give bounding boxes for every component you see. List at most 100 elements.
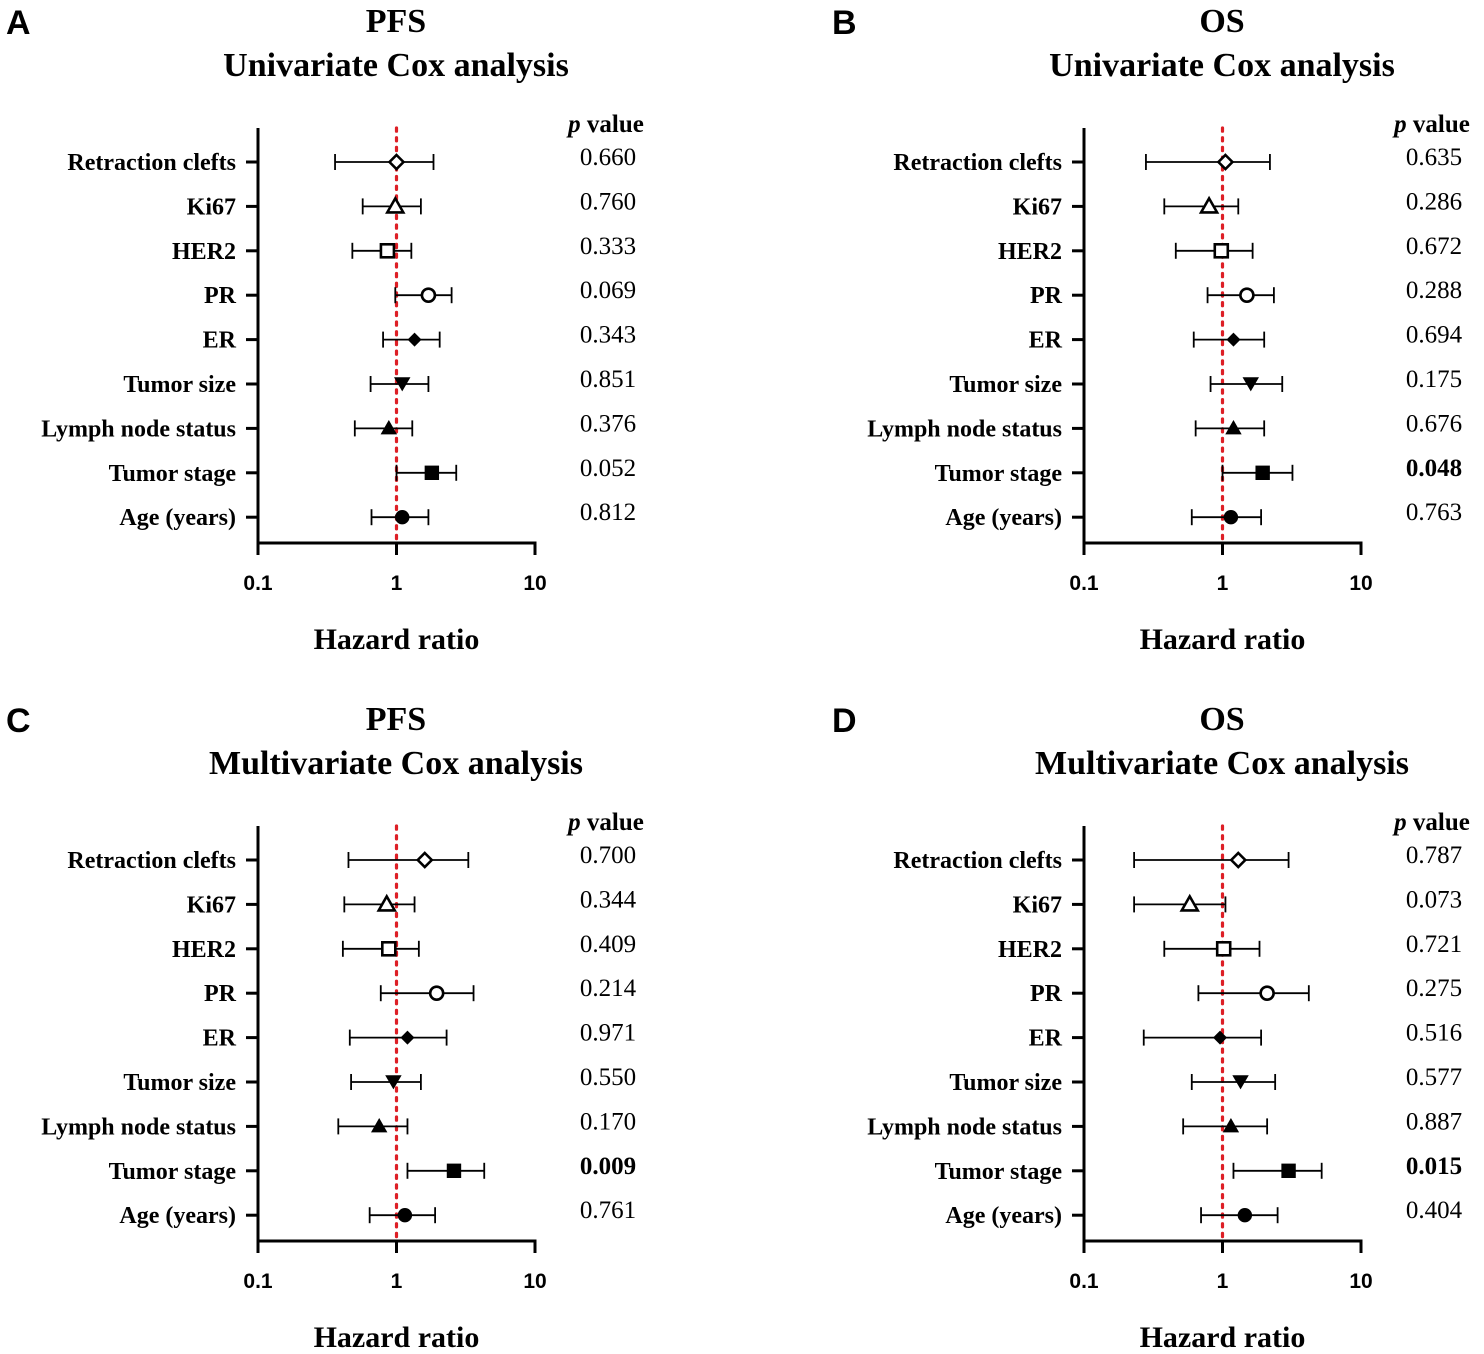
- variable-label: PR: [204, 283, 237, 309]
- square-filled-marker: [424, 465, 440, 480]
- p-value: 0.376: [580, 410, 636, 437]
- chart-subtitle: Multivariate Cox analysis: [1035, 745, 1409, 782]
- variable-label: PR: [1030, 283, 1063, 309]
- x-tick-label: 0.1: [1069, 1270, 1099, 1293]
- triangle-filled-marker: [370, 1117, 388, 1133]
- row-er: ER 0.971: [203, 1020, 636, 1052]
- row-ki67: Ki67 0.760: [187, 188, 636, 220]
- p-value: 0.672: [1406, 233, 1462, 260]
- row-age-years: Age (years) 0.763: [945, 499, 1462, 531]
- variable-label: Age (years): [119, 1203, 236, 1229]
- p-value-header: p value: [1392, 111, 1470, 138]
- row-age-years: Age (years) 0.812: [119, 499, 636, 531]
- p-value: 0.175: [1406, 366, 1462, 393]
- variable-label: Ki67: [1013, 892, 1062, 918]
- x-axis-label: Hazard ratio: [314, 623, 480, 656]
- triangle-down-filled-marker: [385, 1075, 402, 1090]
- triangle-open-marker: [1179, 893, 1200, 912]
- variable-label: Tumor size: [949, 1070, 1062, 1096]
- p-value: 0.635: [1406, 144, 1462, 171]
- circle-filled-marker: [1223, 510, 1239, 525]
- p-value: 0.676: [1406, 410, 1462, 437]
- p-value-header-rest: value: [581, 809, 644, 836]
- p-value: 0.409: [580, 931, 636, 958]
- row-ki67: Ki67 0.286: [1013, 188, 1462, 220]
- x-tick-label: 10: [1349, 572, 1372, 595]
- row-age-years: Age (years) 0.761: [119, 1197, 636, 1229]
- variable-label: Ki67: [1013, 194, 1062, 220]
- variable-label: Lymph node status: [867, 416, 1062, 442]
- diamond-open-marker: [1216, 153, 1235, 171]
- p-value-header-italic: p: [1392, 809, 1407, 836]
- row-pr: PR 0.069: [204, 277, 636, 309]
- row-tumor-size: Tumor size 0.175: [949, 366, 1462, 398]
- p-value-header: p value: [566, 111, 644, 138]
- triangle-filled-marker: [380, 419, 398, 435]
- p-value: 0.700: [580, 842, 636, 869]
- panel-a: A PFS Univariate Cox analysis p value 0.1 1 10…: [6, 3, 644, 656]
- panel-letter: C: [6, 702, 31, 740]
- circle-open-marker: [428, 985, 445, 1002]
- diamond-filled-marker: [1226, 332, 1241, 347]
- variable-label: Lymph node status: [867, 1114, 1062, 1140]
- triangle-open-marker: [385, 195, 406, 214]
- chart-subtitle: Univariate Cox analysis: [223, 47, 569, 84]
- row-pr: PR 0.214: [204, 975, 637, 1007]
- variable-label: Age (years): [945, 505, 1062, 531]
- variable-label: Lymph node status: [41, 1114, 236, 1140]
- circle-open-marker: [1239, 287, 1255, 304]
- x-tick-label: 1: [1217, 1270, 1229, 1293]
- variable-label: Retraction clefts: [893, 150, 1062, 176]
- square-open-marker: [379, 243, 396, 259]
- variable-label: Ki67: [187, 194, 236, 220]
- p-value-header-rest: value: [1407, 809, 1470, 836]
- square-open-marker: [1215, 941, 1232, 957]
- variable-label: PR: [1030, 981, 1063, 1007]
- variable-label: Lymph node status: [41, 416, 236, 442]
- variable-label: Retraction clefts: [67, 150, 236, 176]
- variable-label: PR: [204, 981, 237, 1007]
- diamond-filled-marker: [407, 332, 422, 347]
- variable-label: Age (years): [119, 505, 236, 531]
- square-filled-marker: [1255, 465, 1270, 480]
- diamond-open-marker: [1229, 851, 1248, 869]
- row-tumor-stage: Tumor stage 0.015: [935, 1153, 1462, 1185]
- x-tick-label: 0.1: [243, 572, 273, 595]
- variable-label: Retraction clefts: [67, 848, 236, 874]
- p-value-header: p value: [566, 809, 644, 836]
- diamond-open-marker: [387, 153, 406, 171]
- p-value: 0.971: [580, 1020, 636, 1047]
- p-value: 0.763: [1406, 499, 1462, 526]
- chart-subtitle: Multivariate Cox analysis: [209, 745, 583, 782]
- variable-label: ER: [203, 1026, 237, 1052]
- p-value-header: p value: [1392, 809, 1470, 836]
- variable-label: Tumor stage: [935, 461, 1063, 487]
- p-value: 0.275: [1406, 975, 1462, 1002]
- row-her2: HER2 0.721: [998, 931, 1462, 963]
- p-value: 0.404: [1406, 1197, 1463, 1224]
- variable-label: Tumor stage: [935, 1159, 1063, 1185]
- x-axis-label: Hazard ratio: [1140, 1321, 1306, 1354]
- p-value-header-italic: p: [566, 111, 581, 138]
- p-value: 0.760: [580, 188, 636, 215]
- diamond-filled-marker: [400, 1030, 415, 1045]
- p-value: 0.851: [580, 366, 636, 393]
- row-tumor-stage: Tumor stage 0.052: [109, 455, 636, 487]
- chart-title: OS: [1199, 3, 1244, 40]
- row-lymph-node-status: Lymph node status 0.170: [41, 1108, 636, 1140]
- row-pr: PR 0.275: [1030, 975, 1462, 1007]
- variable-label: Tumor size: [123, 1070, 236, 1096]
- variable-label: HER2: [172, 239, 236, 265]
- panel-c: C PFS Multivariate Cox analysis p value 0.1 1…: [6, 701, 644, 1354]
- variable-label: HER2: [998, 239, 1062, 265]
- row-lymph-node-status: Lymph node status 0.887: [867, 1108, 1462, 1140]
- variable-label: Ki67: [187, 892, 236, 918]
- p-value: 0.214: [580, 975, 637, 1002]
- circle-open-marker: [1259, 985, 1275, 1002]
- circle-filled-marker: [395, 510, 410, 525]
- circle-filled-marker: [397, 1208, 413, 1223]
- variable-label: Age (years): [945, 1203, 1062, 1229]
- row-pr: PR 0.288: [1030, 277, 1462, 309]
- p-value: 0.009: [580, 1153, 636, 1180]
- chart-subtitle: Univariate Cox analysis: [1049, 47, 1395, 84]
